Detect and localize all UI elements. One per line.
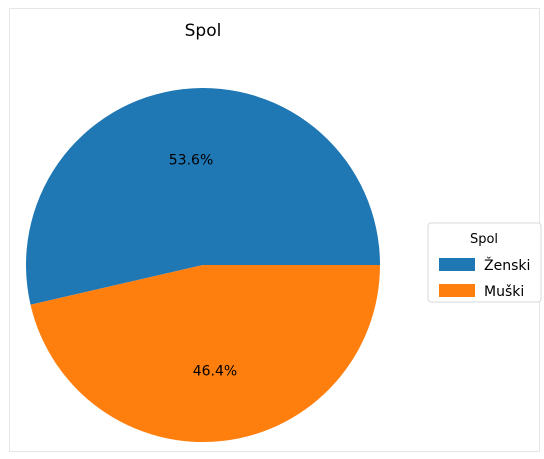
legend-title: Spol xyxy=(470,232,498,247)
legend-swatch xyxy=(439,284,475,297)
legend-swatch xyxy=(439,258,475,271)
legend-box xyxy=(427,222,542,303)
legend-items: Ženski Muški xyxy=(439,256,530,300)
legend: Spol Ženski Muški xyxy=(427,222,542,303)
legend-label: Ženski xyxy=(484,256,530,274)
pie-slice-muski xyxy=(30,265,381,442)
pie-percent-label: 53.6% xyxy=(169,152,213,168)
pie-slices xyxy=(25,87,381,442)
pie-percent-labels: 53.6% 46.4% xyxy=(169,152,237,379)
pie-slice-zenski xyxy=(25,87,380,305)
pie-percent-label: 46.4% xyxy=(193,364,237,380)
chart-title: Spol xyxy=(185,21,222,41)
legend-label: Muški xyxy=(484,284,524,300)
